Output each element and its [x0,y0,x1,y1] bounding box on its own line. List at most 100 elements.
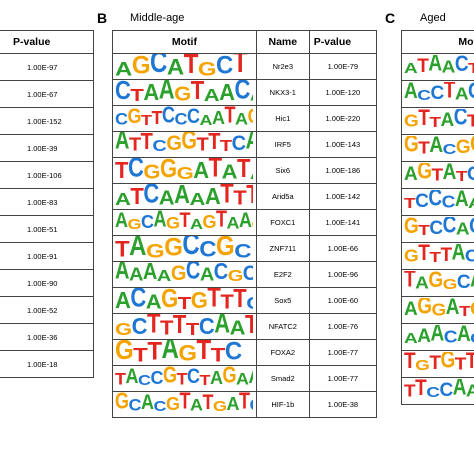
sequence-logo: GTTACT [404,109,474,134]
logo-letter: A [466,382,474,402]
logo-letter: T [224,106,236,128]
logo-letter: T [133,344,148,365]
table-row: ACAGTGTTTCSox51.00E-60 [112,287,378,314]
table-row: 1.00E-83 [0,188,94,216]
logo-letter: A [143,80,159,105]
logo-letter: A [204,184,221,209]
logo-letter: A [456,324,471,347]
logo-letter: A [250,82,253,105]
logo-letter: T [404,270,416,293]
name-cell: Sox5 [255,287,310,314]
logo-letter: T [459,303,471,321]
logo-letter: A [246,132,253,156]
logo-letter: C [182,236,200,261]
logo-letter: G [440,351,456,374]
logo-letter: C [442,216,457,239]
sequence-logo: ATAACT [404,55,474,80]
logo-letter: G [404,111,419,132]
logo-letter: C [417,87,431,105]
logo-letter: A [415,273,429,294]
table-row: 1.00E-90 [0,269,94,297]
logo-letter: G [146,240,165,261]
logo-letter: A [404,81,418,104]
logo-letter: G [161,288,178,313]
logo-letter: C [224,340,242,365]
pvalue-cell: 1.00E-36 [0,323,94,351]
logo-letter: T [176,369,188,389]
logo-letter: T [207,288,221,313]
logo-letter: G [415,357,430,375]
logo-letter: A [190,216,203,233]
sequence-logo: TCGGGATATA [115,158,253,183]
logo-letter: G [176,162,194,183]
logo-letter: A [115,132,129,155]
logo-letter: A [470,271,474,295]
logo-letter: G [216,236,235,261]
pvalue-header: P-value [308,30,378,54]
logo-letter: C [246,293,253,313]
logo-letter: G [190,288,208,313]
pvalue-cell: 1.00E-186 [308,157,378,184]
logo-letter: T [190,80,204,105]
pvalue-cell: 1.00E-79 [308,53,378,80]
logo-letter: C [441,192,456,213]
logo-letter: G [455,136,471,158]
logo-letter: T [130,84,144,105]
logo-letter: G [428,270,443,293]
logo-letter: C [141,211,154,232]
logo-letter: A [404,60,418,78]
logo-letter: A [158,80,175,105]
table-row: GCACGTATGATCHIF-1b1.00E-38 [112,391,378,418]
pvalue-cell: 1.00E-106 [0,161,94,189]
sequence-logo: ACCTACT [404,82,474,107]
logo-letter: T [177,292,191,313]
logo-letter: A [153,210,167,232]
logo-letter: C [150,367,164,388]
motif-cell: GTTACT [401,107,474,135]
table-row: 1.00E-152 [0,107,94,135]
logo-letter: C [234,80,250,105]
panel-b-table: Motif Name P-value A G C A T G C T Nr2e3 1.00E-79… [112,30,378,418]
logo-letter: A [193,158,209,183]
pvalue-cell: 1.00E-141 [308,209,378,236]
motif-cell: ATAACT [401,53,474,81]
logo-letter: T [216,210,227,232]
logo-letter: A [455,219,470,240]
logo-letter: T [440,244,453,266]
logo-letter: C [187,106,200,128]
motif-cell: TTCCAA [401,377,474,405]
logo-letter: A [199,112,213,129]
logo-letter: T [219,137,232,156]
logo-letter: G [131,54,151,79]
logo-letter: T [467,112,474,132]
name-cell: NFATC2 [255,313,310,340]
motif-cell: ACCTACT [401,80,474,108]
logo-letter: A [199,264,214,286]
logo-letter: G [163,366,177,388]
logo-letter: C [138,372,151,389]
logo-letter: T [466,352,474,376]
table-row: ATTCGGTTTCAIRF51.00E-143 [112,131,378,158]
logo-letter: C [127,158,144,183]
pvalue-cell: 1.00E-51 [0,215,94,243]
logo-letter: A [212,107,225,128]
name-cell: FOXC1 [255,209,310,236]
pvalue-cell: 1.00E-67 [0,80,94,108]
logo-letter: C [115,109,128,129]
logo-letter: A [115,262,129,285]
logo-letter: C [442,141,457,159]
logo-letter: T [151,107,163,128]
pvalue-cell: 1.00E-66 [308,235,378,262]
logo-letter: C [430,82,444,104]
logo-letter: C [130,288,146,313]
name-cell: FOXA2 [255,339,310,366]
table-row: TTCCAA [401,377,474,405]
motif-cell: AAAAGCACGCA [112,261,257,288]
pvalue-cell: 1.00E-91 [0,242,94,270]
logo-letter: T [179,392,191,414]
logo-letter: A [156,267,171,286]
pvalue-cell: 1.00E-96 [308,261,378,288]
